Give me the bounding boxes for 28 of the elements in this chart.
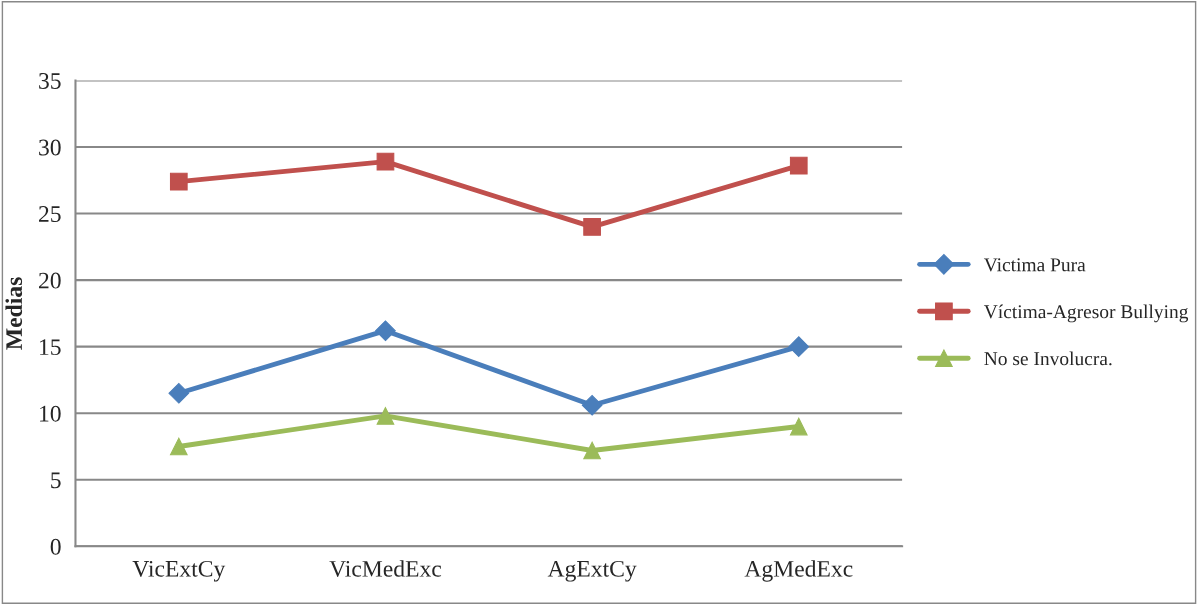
point: [168, 382, 190, 404]
y-axis-title: Medias: [5, 277, 23, 350]
point: [583, 218, 601, 236]
point: [169, 437, 188, 456]
point: [376, 152, 395, 171]
point: [375, 320, 396, 342]
point: [788, 336, 810, 358]
y-tick-label: 30: [39, 139, 61, 156]
point: [581, 394, 603, 416]
legend-label: No se Involucra.: [984, 351, 1112, 366]
y-tick-label: 25: [39, 206, 61, 222]
y-tick-label: 5: [51, 472, 61, 489]
point: [376, 407, 395, 425]
y-tick-label: 15: [40, 339, 61, 356]
y-tick-label: 35: [39, 73, 61, 89]
legend-label: Victima Pura: [983, 258, 1086, 272]
y-tick-label: 10: [40, 405, 61, 422]
x-tick-label: VicExtCy: [132, 560, 226, 582]
point: [789, 156, 808, 175]
y-tick-label: 20: [39, 272, 61, 289]
x-tick-label: AgMedExc: [744, 560, 853, 582]
point: [169, 172, 188, 191]
x-tick-label: VicMedExc: [329, 560, 442, 577]
point: [583, 441, 601, 460]
y-tick-label: 0: [50, 538, 61, 555]
legend-label: Víctima-Agresor Bullying: [983, 304, 1189, 323]
point: [789, 417, 808, 436]
x-tick-label: AgExtCy: [547, 560, 637, 582]
